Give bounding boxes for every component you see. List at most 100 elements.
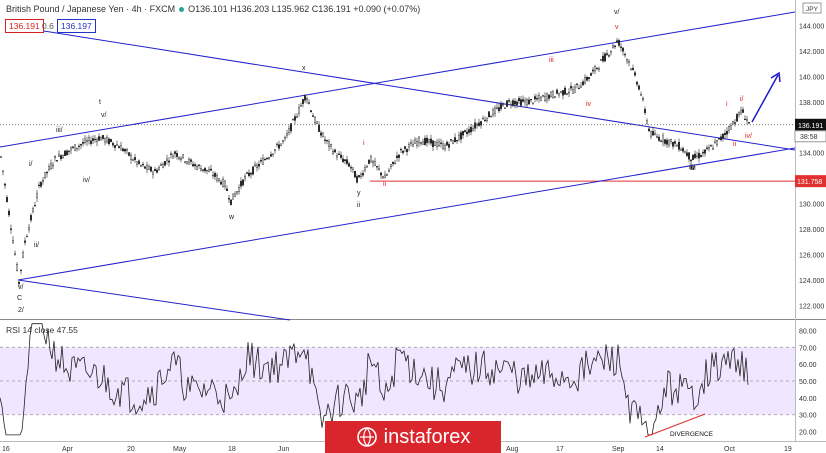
candle-body [726,130,729,135]
candle-body [514,100,517,105]
candle-body [434,141,437,146]
candle-body [412,144,415,147]
candle-body [386,174,389,176]
candle-body [241,179,244,186]
wave-label: iii [691,165,696,172]
candle-body [716,140,719,146]
candle-body [632,67,635,70]
price-tick-label: 142.000 [799,49,824,56]
candle-body [340,154,343,158]
wave-label: iv [586,101,592,108]
candle-body [526,99,529,106]
candle-body [227,198,230,200]
candle-body [356,176,359,183]
rsi-title: RSI 14 close [6,325,55,335]
wave-label: i [726,101,728,108]
candle-body [422,141,425,145]
candle-body [368,159,371,164]
candle-body [664,139,667,144]
bid-price-box[interactable]: 136.191 [5,19,44,33]
candle-body [518,97,521,102]
candle-body [282,140,285,142]
candle-body [117,146,120,149]
time-tick-label: 17 [556,446,564,453]
projection-arrow [751,74,779,123]
candle-body [364,167,367,171]
candle-body [536,98,539,100]
candle-body [450,139,453,141]
candle-body [247,172,250,177]
candle-body [398,154,401,158]
candle-body [111,143,114,146]
candle-body [362,173,365,176]
candle-body [616,40,619,43]
candle-body [300,105,303,107]
candle-body [492,109,495,116]
candle-body [614,45,617,48]
candle-body [720,136,723,141]
candle-body [83,138,86,143]
candle-body [217,178,220,181]
symbol-title[interactable]: British Pound / Japanese Yen · 4h · FXCM [6,4,176,14]
candle-body [107,138,110,145]
candle-body [558,93,561,96]
candle-body [131,159,134,161]
candle-body [640,94,643,96]
candle-body [584,77,587,84]
watermark-text: instaforex [383,425,471,448]
candle-body [181,154,184,158]
candle-body [133,157,136,160]
candle-body [698,152,701,159]
candle-body [506,100,509,107]
candle-body [556,89,559,94]
candle-body [606,53,609,55]
candle-body [320,132,323,136]
candle-body [145,164,148,170]
time-tick-label: Sep [612,446,625,453]
candle-body [642,98,645,100]
candle-body [610,51,613,53]
wave-label: v/ [101,112,107,119]
candle-body [5,197,8,202]
countdown-label: 38:58 [800,134,818,141]
candle-body [97,136,100,141]
candle-body [193,164,196,167]
candle-body [62,155,65,158]
ask-price-box[interactable]: 136.197 [57,19,96,33]
candle-body [348,163,351,167]
candle-body [199,168,202,172]
candle-body [544,95,547,101]
candle-body [183,161,186,163]
candle-body [496,107,499,109]
wave-label: w [228,214,235,221]
candle-body [350,167,353,169]
candle-body [260,160,263,162]
candle-body [508,100,511,102]
candle-body [582,81,585,86]
candle-body [292,119,295,121]
candle-body [738,112,741,116]
candle-body [446,141,449,146]
wave-label: 2/ [18,307,24,314]
candle-body [330,144,333,147]
candle-body [165,158,168,161]
candle-body [69,147,72,151]
wave-label: ii/ [34,242,39,249]
current-price-label: 136.191 [798,123,823,130]
candle-body [580,85,583,88]
candle-body [125,149,128,151]
candle-body [426,137,429,143]
candle-body [380,172,383,176]
candle-body [50,163,53,169]
market-status-dot [179,6,185,12]
candle-body [376,166,379,168]
candle-body [191,164,194,167]
candle-body [205,169,208,172]
rsi-value: 47.55 [56,325,78,335]
candle-body [103,138,106,143]
candle-body [414,139,417,144]
candle-body [346,159,349,164]
candle-body [256,164,259,169]
rsi-tick-label: 30.00 [799,413,817,420]
